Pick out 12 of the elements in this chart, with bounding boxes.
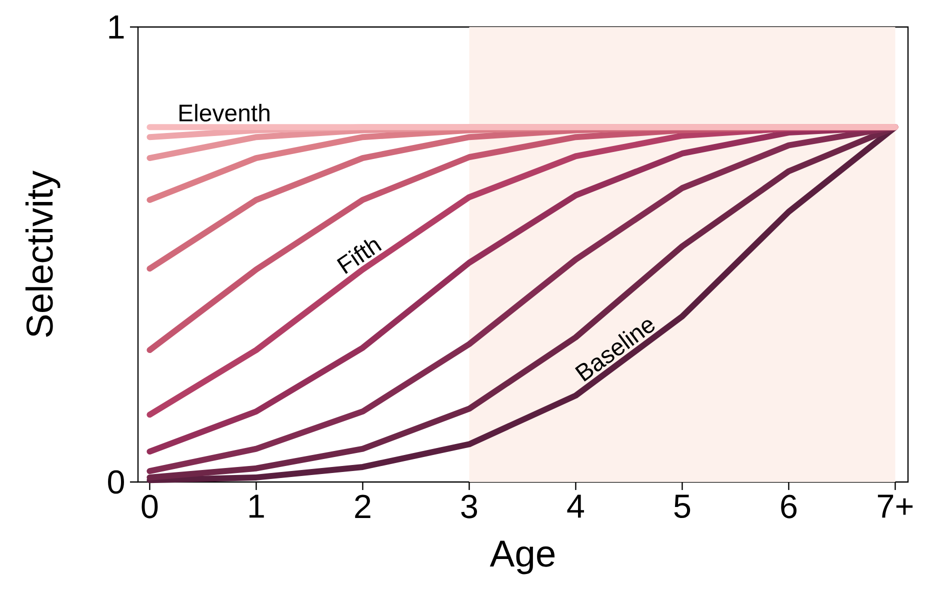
x-tick-label: 2 xyxy=(355,494,370,518)
series-label: Eleventh xyxy=(180,104,270,122)
x-axis-title: Age xyxy=(490,540,555,574)
y-axis-title: Selectivity xyxy=(25,170,60,337)
x-tick-label: 6 xyxy=(781,494,797,518)
x-tick-label: 1 xyxy=(249,494,264,518)
x-tick-label: 4 xyxy=(567,494,584,518)
x-tick-label: 7+ xyxy=(878,494,913,518)
text: Fifth xyxy=(336,240,382,274)
x-tick-label: 3 xyxy=(461,494,478,518)
x-tick-label: 5 xyxy=(674,494,690,518)
x-tick-label: 0 xyxy=(142,494,158,518)
